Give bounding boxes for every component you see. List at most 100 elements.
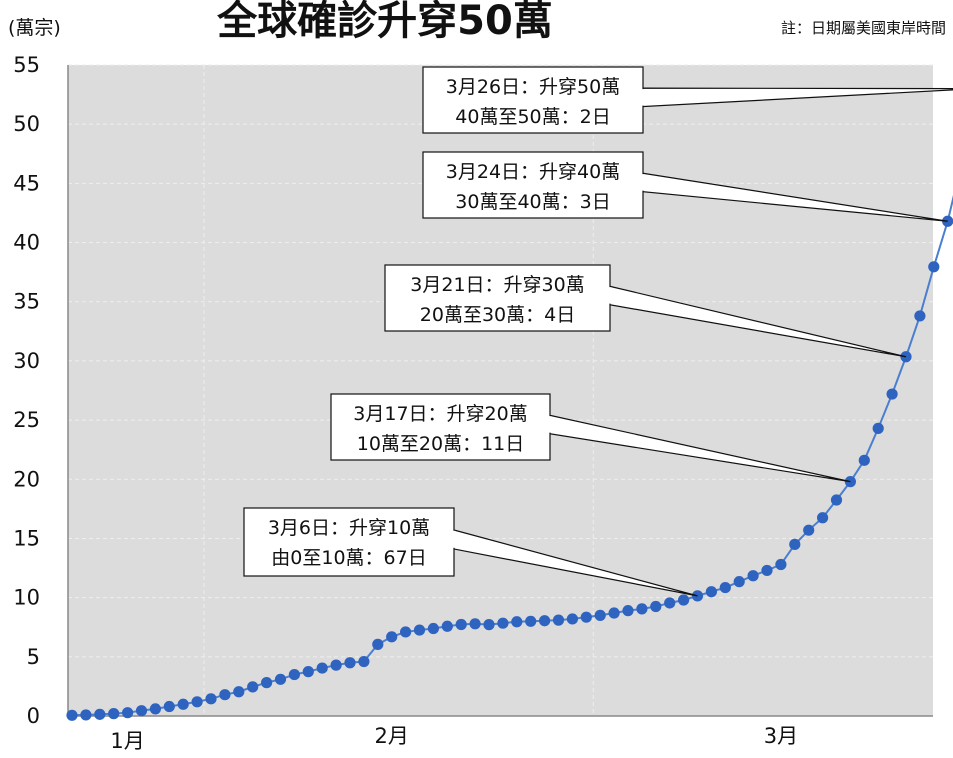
- data-point: [455, 618, 467, 631]
- annotation-text: 由0至10萬：67日: [271, 547, 426, 569]
- annotation-text: 3月17日：升穿20萬: [353, 403, 527, 425]
- y-tick-label: 10: [13, 586, 40, 610]
- x-tick-label: 2月: [375, 724, 409, 748]
- data-point: [803, 524, 815, 536]
- data-point: [149, 703, 161, 715]
- data-point: [330, 659, 342, 671]
- annotation-box: [422, 151, 644, 219]
- x-tick-labels: 1月 2月 3月: [110, 724, 798, 753]
- data-point: [483, 619, 495, 631]
- annotation-text: 40萬至50萬：2日: [455, 106, 610, 128]
- annotation-callout: 3月21日：升穿30萬 20萬至30萬：4日: [384, 264, 907, 358]
- y-tick-label: 45: [13, 171, 40, 195]
- annotation-text: 3月26日：升穿50萬: [446, 76, 620, 98]
- data-point: [94, 708, 106, 720]
- data-point: [719, 581, 731, 594]
- annotation-text: 3月6日：升穿10萬: [268, 517, 430, 539]
- data-point: [400, 626, 412, 638]
- data-point: [872, 422, 884, 434]
- data-point: [497, 617, 509, 629]
- annotation-callout: 3月17日：升穿20萬 10萬至20萬：11日: [330, 393, 851, 483]
- annotations: 3月26日：升穿50萬 40萬至50萬：2日 3月24日：升穿40萬 30萬至40萬：…: [243, 66, 953, 597]
- data-point: [191, 696, 203, 708]
- data-point: [274, 673, 287, 685]
- unit-label: (萬宗): [8, 17, 61, 39]
- data-point: [108, 708, 120, 720]
- data-point: [580, 611, 592, 623]
- y-tick-label: 35: [13, 290, 40, 314]
- data-point: [566, 613, 579, 625]
- data-point: [761, 564, 773, 577]
- data-point: [650, 600, 662, 613]
- data-point: [525, 615, 537, 627]
- y-tick-label: 20: [13, 467, 40, 491]
- data-point: [928, 261, 940, 273]
- data-point: [858, 454, 870, 466]
- data-point: [594, 609, 606, 621]
- data-point: [261, 677, 273, 689]
- annotation-callout: 3月26日：升穿50萬 40萬至50萬：2日: [422, 66, 953, 134]
- annotation-box: [330, 393, 551, 461]
- data-point: [469, 618, 481, 630]
- data-point: [80, 709, 92, 721]
- data-point: [316, 662, 328, 674]
- y-tick-label: 40: [13, 231, 40, 255]
- data-point: [747, 570, 759, 582]
- data-point: [233, 686, 245, 698]
- data-point: [372, 638, 384, 650]
- data-point: [914, 310, 926, 322]
- x-tick-label: 3月: [764, 724, 798, 748]
- y-tick-label: 50: [13, 112, 40, 136]
- data-point: [636, 603, 648, 615]
- annotation-text: 3月21日：升穿30萬: [410, 274, 584, 296]
- annotation-text: 20萬至30萬：4日: [420, 304, 575, 326]
- data-point: [66, 709, 78, 721]
- data-point: [219, 689, 231, 701]
- data-point: [775, 558, 787, 571]
- data-point: [886, 388, 898, 400]
- y-tick-label: 15: [13, 526, 40, 550]
- data-point: [247, 681, 259, 693]
- data-point: [205, 693, 217, 705]
- data-point: [678, 594, 690, 606]
- data-point: [413, 624, 426, 636]
- data-point: [539, 615, 551, 627]
- annotation-callout: 3月24日：升穿40萬 30萬至40萬：3日: [422, 151, 948, 222]
- y-tick-label: 0: [27, 704, 40, 728]
- data-point: [163, 700, 175, 713]
- data-point: [427, 622, 439, 635]
- data-point: [358, 655, 370, 668]
- data-point: [830, 494, 843, 506]
- data-point: [622, 605, 634, 617]
- data-point: [608, 607, 620, 619]
- data-point: [511, 616, 523, 628]
- data-point: [789, 538, 801, 550]
- chart-title: 全球確診升穿50萬: [216, 0, 553, 44]
- series-cases: [66, 194, 953, 721]
- annotation-text: 10萬至20萬：11日: [357, 433, 525, 455]
- annotation-text: 3月24日：升穿40萬: [446, 161, 620, 183]
- data-point: [664, 597, 676, 609]
- data-point: [302, 666, 314, 678]
- annotation-box: [384, 264, 611, 332]
- data-point: [135, 705, 148, 717]
- annotation-text: 30萬至40萬：3日: [455, 191, 610, 213]
- annotation-box: [422, 66, 644, 134]
- y-tick-label: 30: [13, 349, 40, 373]
- y-tick-label: 25: [13, 408, 40, 432]
- y-tick-label: 55: [13, 53, 40, 77]
- data-point: [177, 698, 189, 710]
- y-tick-labels: 0 5 10 15 20 25 30 35 40 45 50 55: [13, 53, 40, 728]
- data-point: [122, 707, 134, 719]
- data-point: [817, 512, 829, 524]
- data-point: [288, 668, 300, 681]
- time-note: 註：日期屬美國東岸時間: [781, 19, 946, 37]
- y-tick-label: 5: [27, 645, 40, 669]
- data-point: [386, 631, 398, 643]
- data-point: [552, 614, 565, 626]
- data-point: [705, 586, 718, 598]
- data-point: [344, 657, 356, 669]
- data-point: [733, 576, 745, 588]
